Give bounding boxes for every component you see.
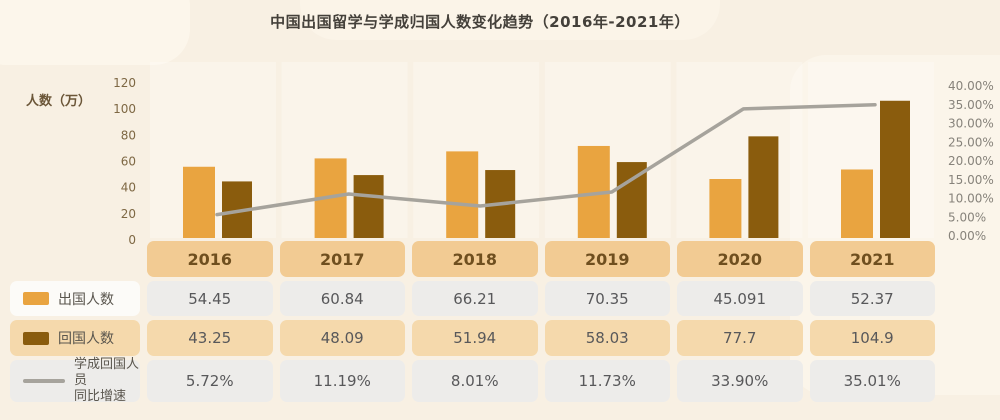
legend-bar-light-swatch — [23, 292, 49, 305]
bar-returnees — [353, 175, 384, 238]
table-row-outbound: 出国人数 54.45 60.84 66.21 70.35 45.091 52.37 — [10, 281, 935, 316]
legend-label: 学成回国人员 同比增速 — [74, 356, 140, 405]
left-axis-tick: 100 — [113, 102, 136, 116]
year-cell: 2018 — [412, 241, 538, 277]
right-axis-tick: 10.00% — [948, 192, 994, 206]
bar-outbound — [841, 169, 873, 238]
value-cell: 58.03 — [544, 320, 670, 356]
right-axis-tick: 5.00% — [948, 210, 986, 224]
legend-spacer — [10, 241, 140, 277]
left-axis-title: 人数（万） — [26, 94, 92, 109]
value-cell: 52.37 — [809, 281, 935, 316]
bar-outbound — [446, 151, 479, 238]
value-cell: 104.9 — [809, 320, 935, 356]
right-axis-tick: 25.00% — [948, 135, 994, 149]
right-axis-tick: 15.00% — [948, 173, 994, 187]
year-cell: 2017 — [279, 241, 405, 277]
year-cell: 2016 — [147, 241, 273, 277]
value-cell: 43.25 — [147, 320, 273, 356]
bar-returnees — [748, 136, 779, 238]
legend-label: 出国人数 — [58, 291, 114, 308]
right-axis-tick: 20.00% — [948, 154, 994, 168]
left-axis-tick: 80 — [121, 128, 136, 142]
value-cell: 48.09 — [279, 320, 405, 356]
growth-rate-line — [215, 102, 877, 217]
value-cell: 11.73% — [544, 360, 670, 402]
value-cell: 35.01% — [809, 360, 935, 402]
value-cell: 5.72% — [147, 360, 273, 402]
table-row-growth-rate: 学成回国人员 同比增速 5.72% 11.19% 8.01% 11.73% 33.90% 35… — [10, 357, 935, 404]
value-cell: 60.84 — [279, 281, 405, 316]
value-cell: 45.091 — [677, 281, 803, 316]
year-cell: 2020 — [677, 241, 803, 277]
bar-outbound — [183, 166, 215, 238]
legend-cell: 出国人数 — [10, 281, 140, 316]
legend-bar-dark-swatch — [23, 331, 49, 345]
table-row-returnees: 回国人数 43.25 48.09 51.94 58.03 77.7 104.9 — [10, 320, 935, 356]
right-axis-tick: 0.00% — [948, 229, 986, 243]
left-axis-tick: 60 — [121, 155, 136, 169]
bar-returnees — [880, 100, 910, 239]
value-cell: 77.7 — [677, 320, 803, 356]
value-cell: 8.01% — [412, 360, 538, 402]
right-axis-tick: 40.00% — [948, 79, 994, 93]
right-axis-tick: 30.00% — [948, 117, 994, 131]
right-axis-tick: 35.00% — [948, 98, 994, 112]
value-cell: 11.19% — [279, 360, 405, 402]
value-cell: 51.94 — [412, 320, 538, 356]
bar-outbound — [709, 179, 742, 238]
left-axis-tick: 40 — [121, 181, 136, 195]
background-blob — [300, 0, 720, 40]
table-row-years: 2016 2017 2018 2019 2020 2021 — [10, 241, 935, 277]
legend-line-swatch — [23, 379, 65, 383]
value-cell: 54.45 — [147, 281, 273, 316]
value-cell: 33.90% — [677, 360, 803, 402]
year-cell: 2019 — [544, 241, 670, 277]
background-blob — [0, 0, 190, 65]
value-cell: 66.21 — [412, 281, 538, 316]
legend-cell: 回国人数 — [10, 320, 140, 356]
left-axis-tick: 20 — [121, 207, 136, 221]
left-axis-tick: 120 — [113, 76, 136, 90]
legend-cell: 学成回国人员 同比增速 — [10, 357, 140, 404]
legend-label: 回国人数 — [58, 331, 114, 347]
left-axis-tick: 0 — [128, 233, 136, 247]
year-cell: 2021 — [809, 241, 935, 277]
chart-title: 中国出国留学与学成归国人数变化趋势（2016年-2021年） — [270, 13, 690, 31]
value-cell: 70.35 — [544, 281, 670, 316]
